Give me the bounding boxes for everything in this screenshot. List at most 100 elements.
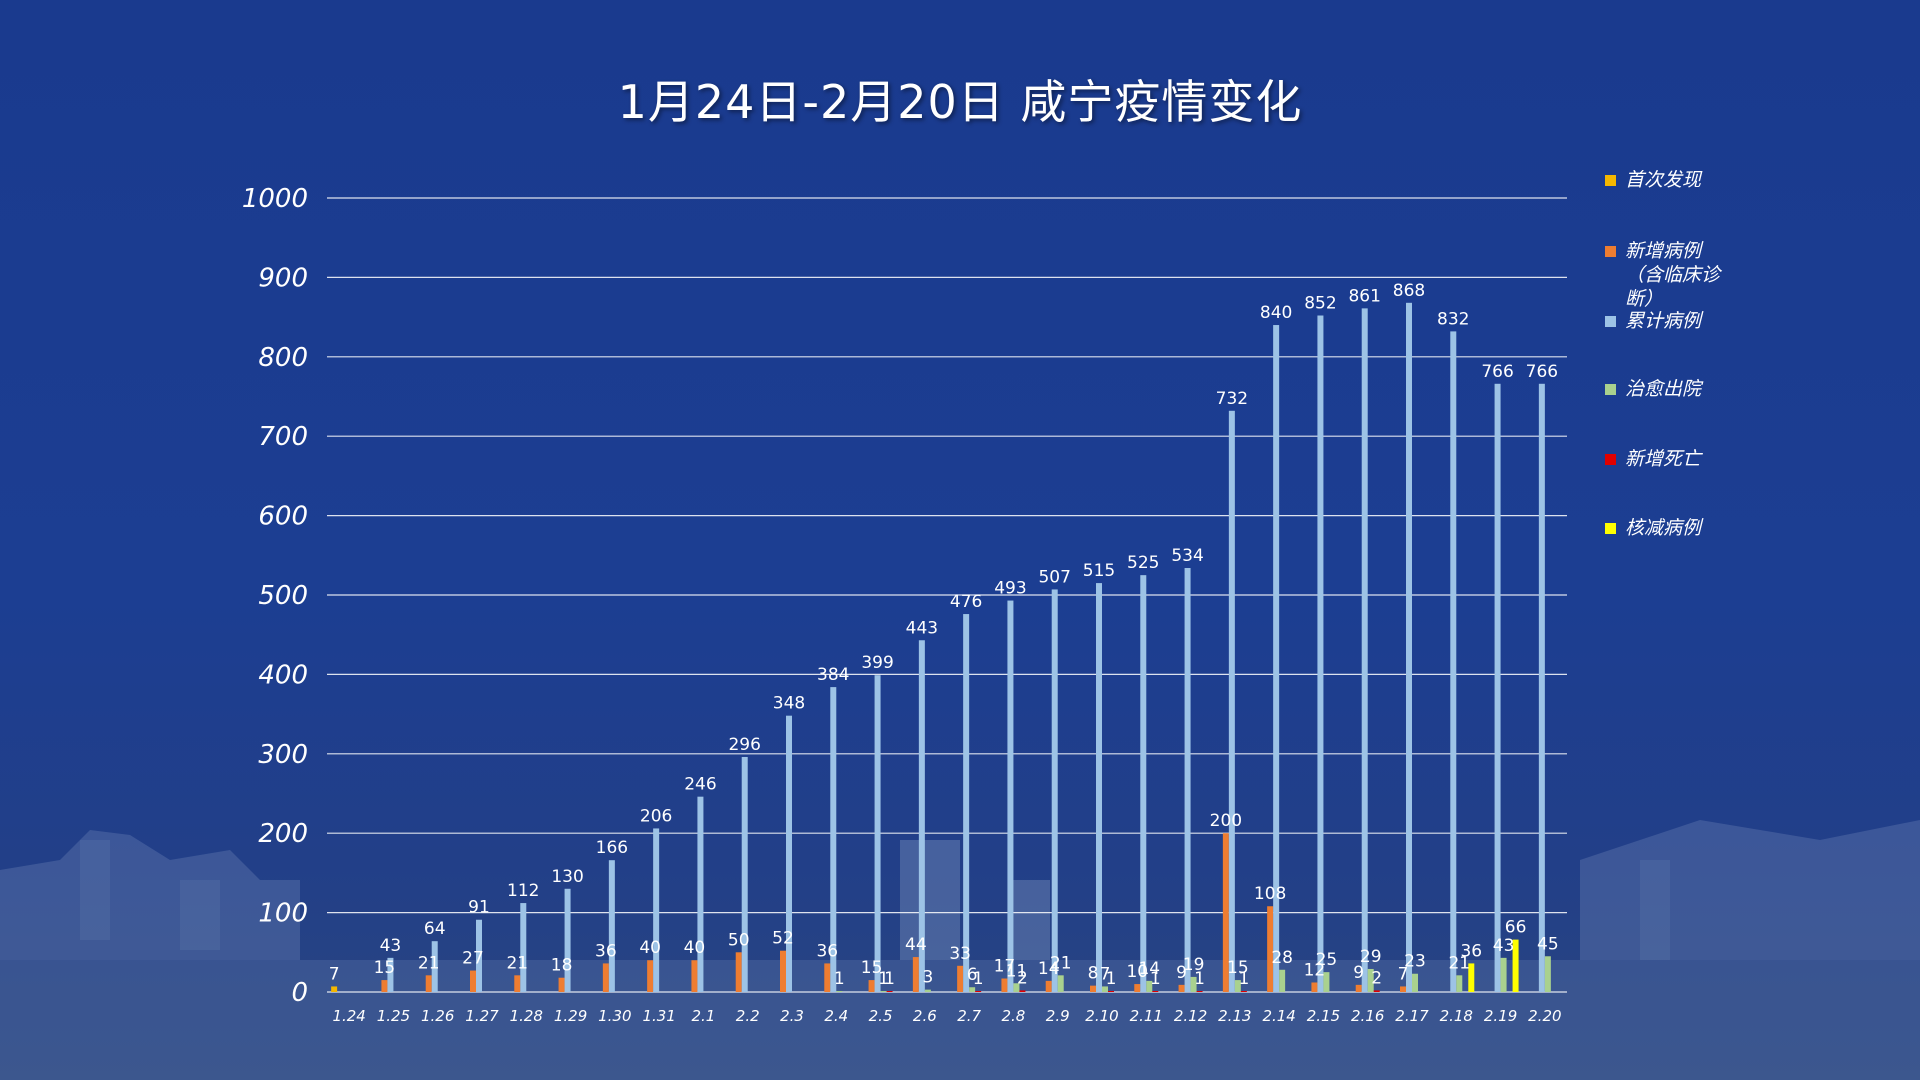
legend-label: 治愈出院 (1625, 378, 1702, 400)
bar (1361, 308, 1368, 993)
data-label: 19 (1183, 955, 1205, 975)
bar (1019, 990, 1026, 992)
data-label: 507 (1038, 567, 1070, 587)
data-label: 12 (1304, 960, 1326, 980)
bar (1412, 973, 1418, 992)
bar (1234, 980, 1241, 992)
x-tick-label: 2.14 (1262, 1007, 1295, 1025)
bar (1102, 986, 1108, 992)
x-tick-label: 2.17 (1395, 1007, 1429, 1025)
bar (1406, 302, 1412, 993)
data-label: 1 (1194, 969, 1205, 989)
data-label: 15 (861, 958, 883, 978)
x-tick-label: 2.16 (1351, 1007, 1384, 1025)
data-label: 1 (1150, 969, 1161, 989)
bar (924, 989, 931, 992)
y-tick-label: 200 (258, 819, 308, 849)
data-label: 443 (906, 618, 938, 638)
bar (830, 687, 837, 992)
bar (520, 903, 527, 992)
data-label: 476 (950, 592, 982, 612)
data-label: 732 (1216, 389, 1248, 409)
x-tick-label: 2.4 (824, 1007, 848, 1025)
bar (1512, 939, 1519, 992)
data-label: 17 (994, 957, 1016, 977)
x-tick-label: 1.30 (598, 1007, 631, 1025)
data-label: 9 (1353, 963, 1364, 983)
bar (387, 957, 394, 992)
data-label: 15 (374, 958, 396, 978)
legend-label: 累计病例 (1625, 310, 1702, 332)
legend-label: 新增死亡 (1625, 448, 1702, 470)
legend-label: 新增病例（含临床诊断） (1625, 240, 1721, 310)
y-tick-label: 600 (258, 502, 308, 532)
x-tick-label: 2.7 (957, 1007, 981, 1025)
data-label: 21 (506, 953, 528, 973)
legend-label: 核减病例 (1625, 517, 1702, 539)
bar (514, 975, 521, 992)
x-tick-label: 2.8 (1001, 1007, 1025, 1025)
data-label: 130 (551, 867, 583, 887)
data-label: 36 (1460, 941, 1482, 961)
data-label: 21 (1050, 953, 1072, 973)
data-label: 33 (949, 944, 971, 964)
legend-swatch (1605, 454, 1616, 465)
x-tick-label: 2.12 (1174, 1007, 1207, 1025)
bar (1051, 589, 1058, 992)
bar (1045, 980, 1052, 992)
y-tick-label: 400 (258, 660, 308, 690)
bar (1500, 957, 1507, 992)
bar (470, 970, 476, 992)
x-tick-label: 2.11 (1130, 1007, 1163, 1025)
x-tick-label: 1.27 (465, 1007, 499, 1025)
data-label: 43 (380, 936, 402, 956)
x-tick-label: 1.24 (332, 1007, 365, 1025)
y-tick-label: 700 (258, 422, 308, 452)
data-label: 766 (1526, 362, 1558, 382)
data-label: 3 (922, 968, 933, 988)
legend-swatch (1605, 175, 1616, 186)
bar (1013, 983, 1020, 992)
x-tick-label: 2.19 (1484, 1007, 1517, 1025)
bar (780, 950, 786, 992)
data-label: 861 (1348, 286, 1380, 306)
bar (1096, 583, 1102, 992)
data-label: 11 (1006, 961, 1028, 981)
bar (1090, 985, 1096, 992)
bar (963, 614, 970, 992)
bar (1222, 833, 1229, 992)
data-label: 43 (1493, 936, 1515, 956)
data-label: 348 (773, 694, 805, 714)
data-label: 36 (595, 941, 617, 961)
data-label: 29 (1360, 947, 1382, 967)
bar (1400, 986, 1406, 992)
data-label: 28 (1271, 948, 1293, 968)
bar (735, 952, 742, 992)
data-label: 10 (1126, 962, 1148, 982)
bar (1373, 990, 1380, 992)
data-label: 515 (1083, 561, 1115, 581)
bar (1152, 991, 1159, 992)
bar (1367, 968, 1374, 992)
y-tick-label: 300 (258, 740, 308, 770)
x-tick-label: 2.3 (780, 1007, 804, 1025)
x-tick-label: 2.2 (736, 1007, 760, 1025)
bar (786, 715, 792, 992)
data-label: 384 (817, 665, 849, 685)
data-label: 66 (1505, 918, 1527, 938)
x-tick-label: 1.25 (377, 1007, 410, 1025)
x-tick-label: 2.13 (1218, 1007, 1251, 1025)
data-label: 64 (424, 919, 446, 939)
data-label: 206 (640, 806, 672, 826)
bar (836, 991, 843, 992)
bar (558, 977, 565, 992)
bar (1273, 325, 1280, 992)
x-tick-label: 2.15 (1307, 1007, 1340, 1025)
bar (653, 828, 660, 992)
data-label: 840 (1260, 303, 1292, 323)
y-tick-label: 500 (258, 581, 308, 611)
bar (1134, 984, 1141, 992)
data-label: 21 (1448, 953, 1470, 973)
